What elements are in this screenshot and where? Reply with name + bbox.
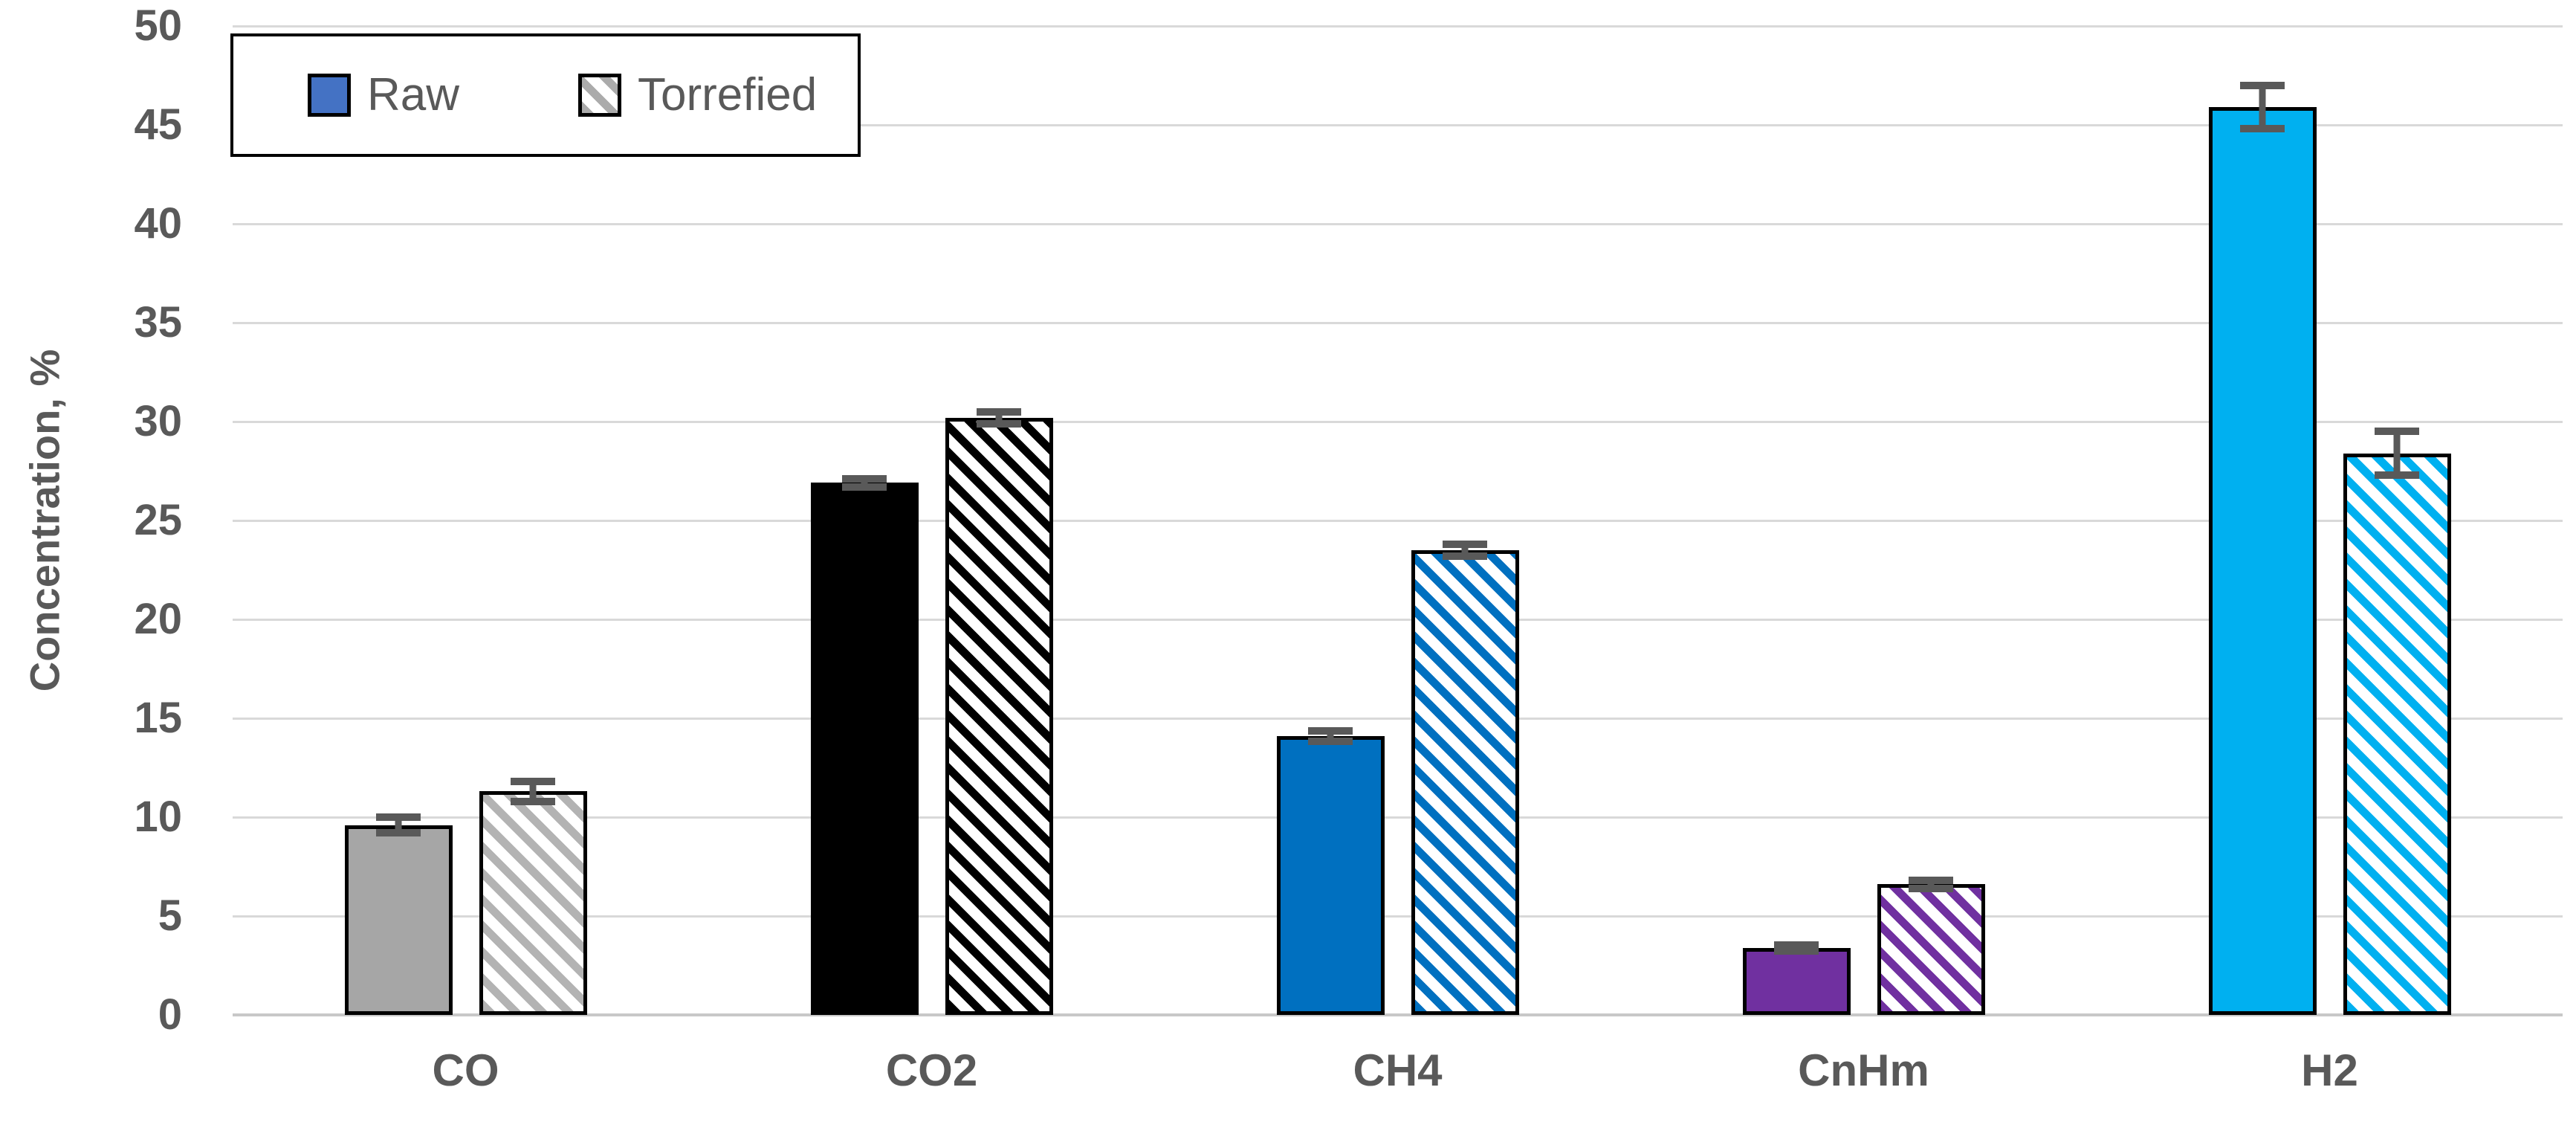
y-tick-label: 35 — [134, 298, 182, 346]
y-tick-label: 5 — [158, 892, 182, 940]
y-tick-label: 50 — [134, 1, 182, 50]
error-bar-torrefied-ch4 — [1443, 540, 1487, 560]
y-tick-label: 0 — [158, 990, 182, 1039]
y-tick-label: 25 — [134, 496, 182, 544]
bar-torrefied-ch4 — [1411, 549, 1519, 1015]
x-category-label: CnHm — [1798, 1045, 1929, 1095]
x-category-label: CO — [432, 1045, 499, 1095]
gridline — [233, 915, 2563, 918]
error-bar-raw-ch4 — [1308, 727, 1353, 745]
legend-label-torrefied: Torrefied — [638, 69, 818, 120]
legend-item-torrefied: Torrefied — [578, 71, 817, 120]
error-bar-torrefied-co — [511, 778, 555, 805]
x-category-label: CH4 — [1353, 1045, 1443, 1095]
x-axis-line — [233, 1013, 2563, 1016]
x-category-label: CO2 — [885, 1045, 978, 1095]
bar-raw-h2 — [2208, 107, 2317, 1015]
y-tick-label: 30 — [134, 397, 182, 445]
gridline — [233, 619, 2563, 621]
y-tick-label: 10 — [134, 793, 182, 841]
x-category-label: H2 — [2301, 1045, 2358, 1095]
gridline — [233, 25, 2563, 28]
gridline — [233, 223, 2563, 225]
bar-torrefied-co — [479, 791, 587, 1015]
bar-torrefied-h2 — [2343, 453, 2451, 1015]
bar-torrefied-co2 — [945, 417, 1053, 1015]
error-bar-torrefied-cnhm — [1909, 877, 1953, 892]
gridline — [233, 124, 2563, 126]
error-bar-raw-h2 — [2240, 81, 2285, 133]
bar-raw-cnhm — [1742, 947, 1851, 1015]
bar-torrefied-cnhm — [1877, 884, 1985, 1015]
legend-item-raw: Raw — [308, 71, 459, 120]
error-bar-raw-cnhm — [1774, 941, 1819, 955]
gridline — [233, 322, 2563, 324]
gridline — [233, 421, 2563, 423]
legend-swatch-torrefied — [578, 74, 622, 117]
y-tick-label: 45 — [134, 100, 182, 149]
gridline — [233, 816, 2563, 819]
bar-raw-co2 — [810, 483, 919, 1015]
plot-area — [233, 25, 2563, 1016]
y-tick-label: 40 — [134, 199, 182, 248]
error-bar-raw-co — [376, 813, 421, 837]
legend-swatch-raw — [308, 74, 351, 117]
error-bar-torrefied-co2 — [977, 407, 1021, 428]
gridline — [233, 520, 2563, 522]
y-tick-label: 15 — [134, 694, 182, 742]
error-bar-torrefied-h2 — [2375, 428, 2419, 479]
y-tick-label: 20 — [134, 595, 182, 643]
error-bar-raw-co2 — [842, 475, 887, 491]
bar-raw-ch4 — [1276, 735, 1385, 1015]
legend: Raw Torrefied — [230, 33, 861, 157]
gridline — [233, 718, 2563, 720]
legend-label-raw: Raw — [367, 69, 460, 120]
bar-raw-co — [344, 825, 453, 1015]
